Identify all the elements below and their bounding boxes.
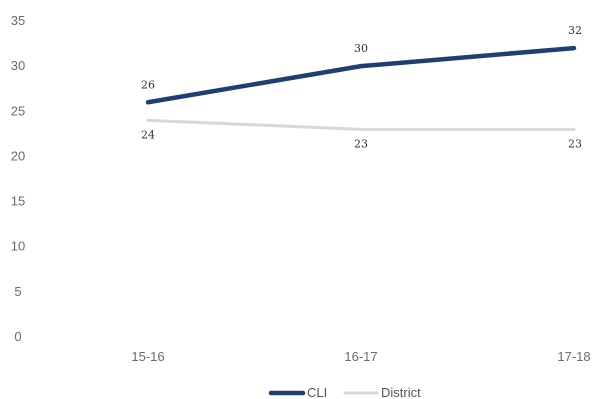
data-label-cli: 30	[354, 42, 368, 55]
data-label-district: 23	[354, 137, 368, 150]
y-axis: 0 5 10 15 20 25 30 35	[11, 13, 25, 344]
data-label-cli: 26	[141, 78, 155, 91]
y-tick-label: 5	[14, 284, 21, 299]
x-axis: 15-16 16-17 17-18	[131, 349, 590, 364]
x-tick-label: 17-18	[557, 349, 590, 364]
data-label-district: 24	[141, 128, 155, 141]
y-tick-label: 10	[11, 239, 25, 254]
legend-label-cli: CLI	[307, 385, 327, 399]
series-layer	[145, 45, 577, 131]
data-label-cli: 32	[568, 24, 582, 37]
y-tick-label: 25	[11, 103, 25, 118]
y-tick-label: 35	[11, 13, 25, 28]
y-tick-label: 15	[11, 194, 25, 209]
series-line-cli	[145, 45, 577, 105]
legend: CLI District	[268, 385, 421, 399]
y-tick-label: 0	[14, 329, 21, 344]
x-tick-label: 16-17	[344, 349, 377, 364]
data-labels: 26 30 32 24 23 23	[141, 24, 582, 150]
y-tick-label: 20	[11, 148, 25, 163]
series-line-district	[146, 118, 576, 131]
y-tick-label: 30	[11, 58, 25, 73]
legend-label-district: District	[381, 385, 421, 399]
x-tick-label: 15-16	[131, 349, 164, 364]
data-label-district: 23	[568, 137, 582, 150]
